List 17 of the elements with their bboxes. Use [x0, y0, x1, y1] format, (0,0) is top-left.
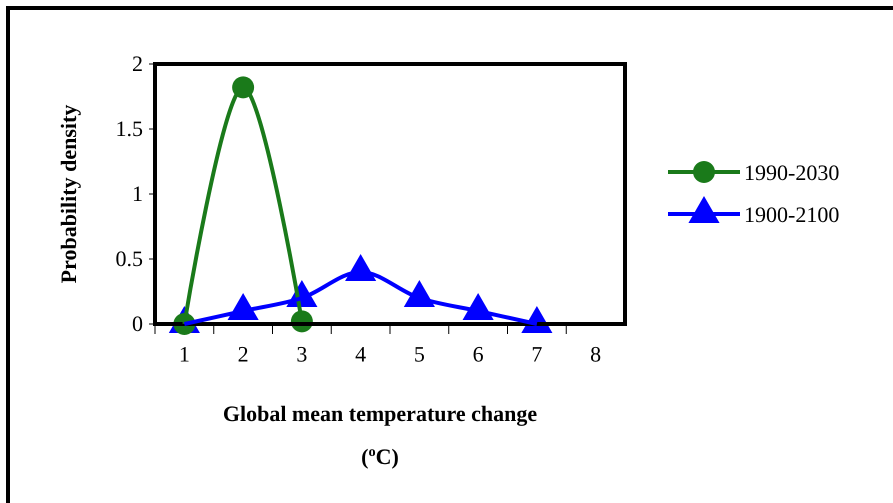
y-tick-label: 0.5 [116, 246, 143, 272]
legend-label: 1900-2100 [744, 202, 840, 227]
legend-label: 1990-2030 [744, 160, 840, 185]
x-tick-label: 1 [178, 342, 190, 367]
x-tick-label: 6 [472, 342, 484, 367]
y-tick-label: 0 [132, 311, 143, 336]
x-tick-label: 2 [238, 342, 249, 367]
x-tick-label: 3 [296, 342, 308, 367]
x-tick-label: 5 [414, 342, 425, 367]
x-tick-label: 4 [355, 342, 366, 367]
y-tick-label: 1.5 [116, 116, 143, 142]
y-tick-label: 2 [132, 51, 143, 76]
y-axis-title: Probability density [56, 104, 81, 284]
x-tick-label: 8 [590, 342, 602, 367]
x-tick-label: 7 [531, 342, 542, 367]
y-tick-label: 1 [132, 181, 143, 206]
x-axis-title: Global mean temperature change ($^{o}$C) [222, 401, 538, 469]
